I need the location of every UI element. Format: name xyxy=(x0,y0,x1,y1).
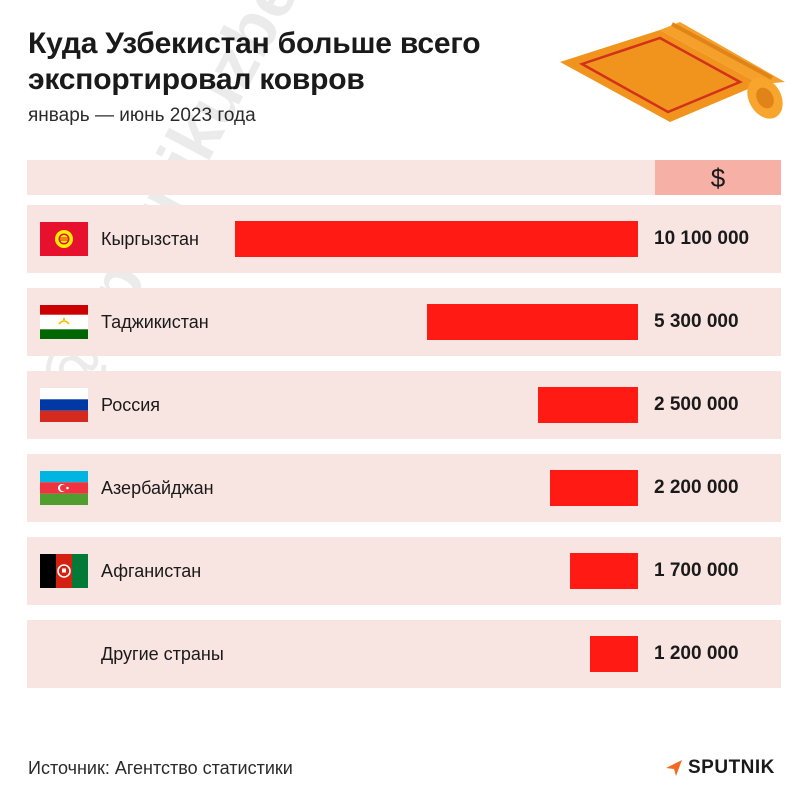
country-label: Кыргызстан xyxy=(101,229,199,249)
data-label: 1 200 000 xyxy=(654,643,739,664)
source-note: Источник: Агентство статистики xyxy=(28,758,293,778)
country-label: Другие страны xyxy=(101,644,224,664)
country-label: Таджикистан xyxy=(101,312,209,332)
bar xyxy=(427,304,638,340)
bar xyxy=(235,221,638,257)
azerbaijan-flag-icon xyxy=(40,471,88,505)
country-label: Россия xyxy=(101,395,161,415)
currency-label: $ xyxy=(655,160,781,195)
bar-row: Афганистан 1 700 000 xyxy=(27,537,781,605)
kyrgyzstan-flag-icon xyxy=(40,222,88,256)
bar-row: Кыргызстан 10 100 000 xyxy=(27,205,781,273)
data-label: 5 300 000 xyxy=(654,311,739,332)
carpet-roll-icon xyxy=(560,22,785,122)
bar xyxy=(570,553,638,589)
tajikistan-flag-icon xyxy=(40,305,88,339)
country-label: Афганистан xyxy=(101,561,202,581)
chart-subtitle: январь — июнь 2023 года xyxy=(28,105,256,126)
brand-name: SPUTNIK xyxy=(688,757,775,778)
bar-row: Россия 2 500 000 xyxy=(27,371,781,439)
afghanistan-flag-icon xyxy=(40,554,88,588)
sputnik-logo: SPUTNIK xyxy=(664,756,775,780)
bar-row: Другие страны 1 200 000 xyxy=(27,620,781,688)
data-label: 10 100 000 xyxy=(654,228,750,249)
bar-row: Таджикистан 5 300 000 xyxy=(27,288,781,356)
title-line-1: Куда Узбекистан больше всего xyxy=(28,27,481,60)
bar-row: Азербайджан 2 200 000 xyxy=(27,454,781,522)
sputnik-logo-icon xyxy=(666,760,682,776)
chart-title: Куда Узбекистан больше всего экспортиров… xyxy=(28,26,588,98)
bar xyxy=(550,470,638,506)
data-label: 2 500 000 xyxy=(654,394,739,415)
russia-flag-icon xyxy=(40,388,88,422)
title-line-2: экспортировал ковров xyxy=(28,63,365,96)
bar xyxy=(590,636,638,672)
bar xyxy=(538,387,638,423)
data-label: 2 200 000 xyxy=(654,477,739,498)
data-label: 1 700 000 xyxy=(654,560,739,581)
country-label: Азербайджан xyxy=(101,478,214,498)
